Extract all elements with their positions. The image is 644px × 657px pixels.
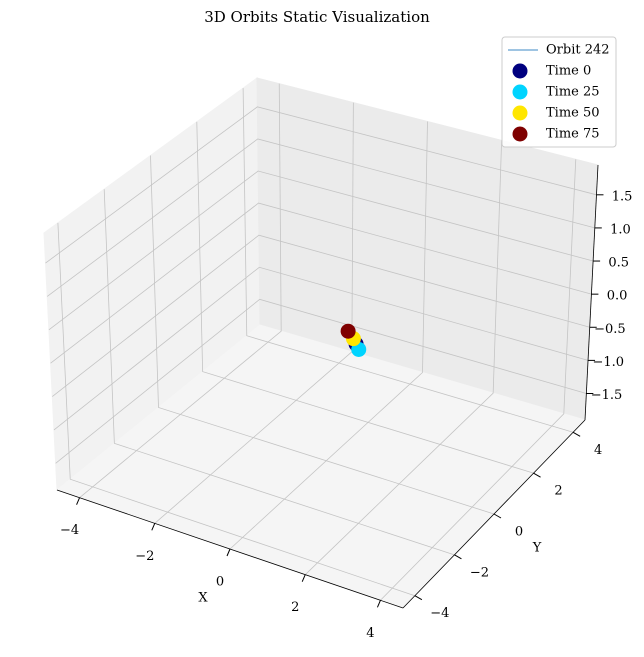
axis-line (402, 419, 586, 609)
z-tick-label: 0.0 (607, 289, 628, 304)
grid-line (103, 189, 455, 556)
y-tick (493, 513, 502, 519)
point (340, 323, 356, 339)
grid-line (50, 202, 592, 364)
grid-line (79, 83, 282, 499)
grid-line (196, 121, 534, 474)
legend-marker (512, 105, 528, 121)
legend-label: Time 75 (546, 127, 600, 142)
y-tick (533, 472, 541, 478)
grid-line (242, 88, 574, 433)
x-tick-label: −2 (135, 549, 154, 564)
z-tick-label: 0.5 (608, 256, 629, 271)
legend-label: Orbit 242 (546, 43, 610, 58)
chart-title: 3D Orbits Static Visualization (204, 8, 430, 26)
grid-line (304, 140, 503, 575)
z-tick-label: −0.5 (594, 322, 626, 337)
x-tick (151, 523, 156, 531)
grid-line (52, 234, 590, 397)
grid-line (57, 222, 415, 597)
z-tick-label: 1.5 (612, 189, 633, 204)
grid-line (46, 138, 595, 297)
grid-line (45, 106, 597, 264)
y-axis-label: Y (532, 541, 542, 556)
z-tick-label: −1.0 (592, 355, 624, 370)
legend-marker (512, 63, 528, 79)
x-tick (301, 574, 306, 582)
x-tick (76, 497, 81, 505)
axis-line (56, 489, 404, 609)
z-tick-label: 1.0 (610, 222, 631, 237)
legend-box (501, 36, 617, 148)
z-tick-label: −1.5 (591, 388, 623, 403)
grid-line (55, 298, 587, 464)
legend-label: Time 50 (546, 106, 600, 121)
y-tick-label: 0 (515, 525, 523, 540)
x-tick (226, 548, 231, 557)
grid-line (53, 266, 589, 431)
x-tick-label: 2 (291, 600, 299, 615)
y-tick-label: −2 (470, 565, 489, 580)
y-tick (454, 554, 462, 560)
x-tick-label: 0 (216, 575, 224, 590)
x-tick-label: 4 (366, 626, 374, 641)
y-tick-label: −4 (430, 606, 449, 621)
legend-label: Time 25 (546, 85, 600, 100)
legend-marker (512, 126, 528, 142)
legend: Orbit 242 Time 0 Time 25 Time 50 Time 75 (501, 36, 617, 148)
grid-line (48, 170, 594, 331)
legend-marker (512, 84, 528, 100)
grid-line (380, 159, 577, 601)
y-tick-label: 2 (554, 484, 562, 499)
x-tick-label: −4 (60, 523, 79, 538)
y-tick-label: 4 (594, 443, 602, 458)
y-tick (414, 595, 423, 601)
grid-line (150, 155, 495, 515)
grid-line (229, 121, 428, 550)
y-tick (572, 431, 581, 437)
x-axis-label: X (198, 591, 208, 606)
legend-label: Time 0 (546, 64, 591, 79)
axis-line (584, 164, 599, 421)
x-tick (376, 600, 381, 608)
